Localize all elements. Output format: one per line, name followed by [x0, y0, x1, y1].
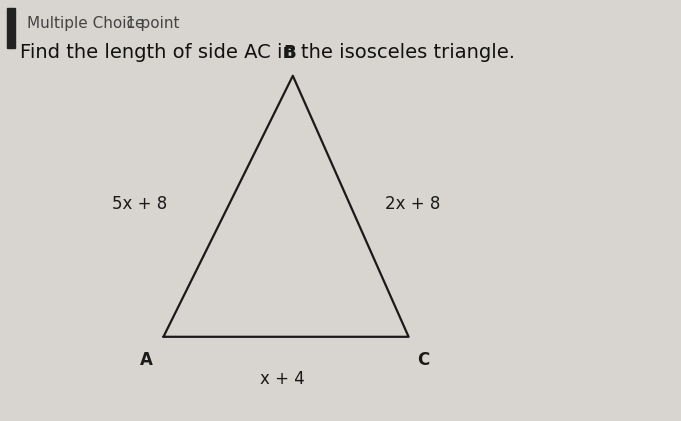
Text: Find the length of side AC in the isosceles triangle.: Find the length of side AC in the isosce…: [20, 43, 516, 62]
Text: A: A: [140, 351, 153, 369]
Text: B: B: [283, 44, 296, 61]
Text: Multiple Choice: Multiple Choice: [27, 16, 145, 31]
Text: 2x + 8: 2x + 8: [385, 195, 440, 213]
Bar: [7, 8, 15, 48]
Text: x + 4: x + 4: [260, 370, 305, 389]
Text: C: C: [417, 351, 430, 369]
Text: 5x + 8: 5x + 8: [112, 195, 167, 213]
Text: 1 point: 1 point: [126, 16, 180, 31]
